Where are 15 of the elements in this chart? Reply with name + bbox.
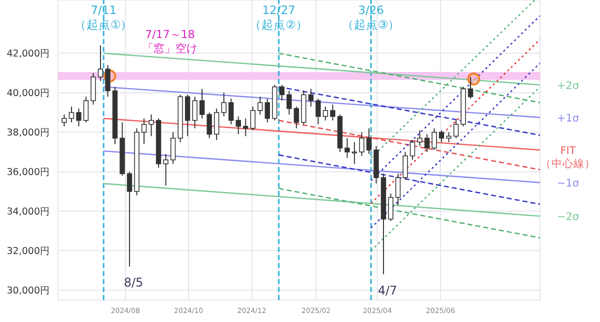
series-label: FIT（中心線） — [540, 145, 596, 170]
annotation: 8/5 — [124, 275, 144, 290]
series-label: +2σ — [556, 80, 580, 92]
y-tick-label: 42,000円 — [6, 48, 50, 60]
y-tick-label: 30,000円 — [6, 286, 50, 297]
y-tick-label: 40,000円 — [6, 88, 50, 100]
band-label: 7/17～18 「窓」空け — [142, 28, 198, 55]
series-label: +1σ — [556, 112, 580, 124]
y-tick-label: 32,000円 — [6, 246, 50, 258]
series-label: −1σ — [556, 178, 580, 190]
y-tick-label: 36,000円 — [6, 167, 50, 178]
y-tick-label: 38,000円 — [6, 128, 50, 139]
annotation: 4/7 — [378, 283, 398, 298]
series-label: −2σ — [556, 211, 580, 224]
y-tick-label: 34,000円 — [6, 206, 50, 218]
